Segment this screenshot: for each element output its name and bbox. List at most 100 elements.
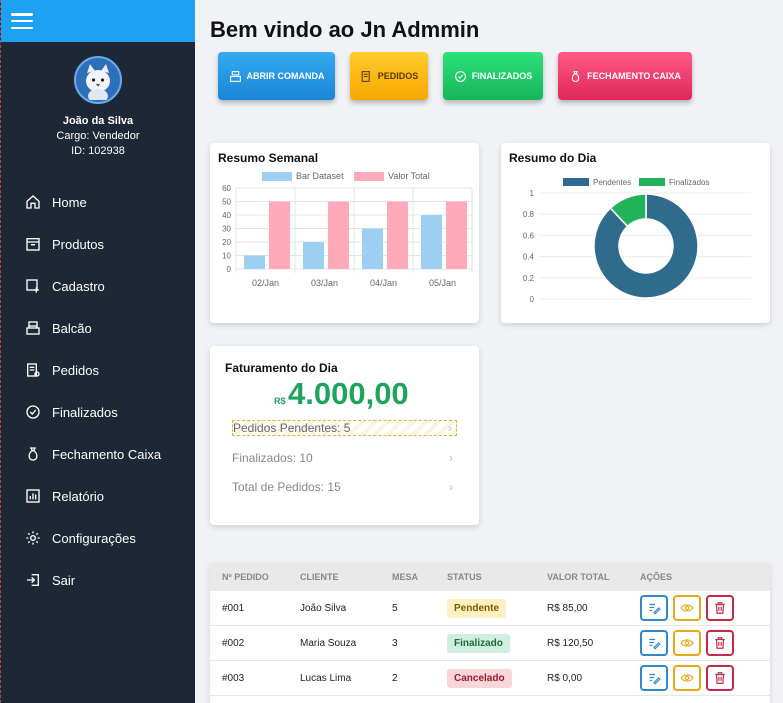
counter-icon [229,70,241,82]
sidebar-item-finalizados[interactable]: Finalizados [1,391,195,433]
check-circle-icon [454,70,466,82]
pedidos-button[interactable]: PEDIDOS [350,52,428,100]
y-tick-label: 20 [222,238,231,247]
faturamento-title: Faturamento do Dia [225,361,338,375]
legend-label: Valor Total [388,171,430,181]
x-tick-label: 05/Jan [429,278,456,288]
eye-icon [680,639,694,647]
x-tick-label: 04/Jan [370,278,397,288]
y-tick-label: 0 [530,295,535,304]
sidebar-item-home[interactable]: Home [1,181,195,223]
sidebar: João da Silva Cargo: Vendedor ID: 102938… [0,0,195,703]
y-tick-label: 0.8 [523,210,535,219]
finalizados-button[interactable]: FINALIZADOS [443,52,543,100]
bar [328,201,349,269]
view-button[interactable] [673,665,701,691]
order-table: 5 [392,602,398,614]
trash-icon [715,672,725,684]
sidebar-item-pedidos[interactable]: Pedidos [1,349,195,391]
pedidos-pendentes-row[interactable]: Pedidos Pendentes: 5 › [232,420,457,436]
sidebar-item-balcao[interactable]: Balcão [1,307,195,349]
legend-label: Bar Dataset [296,171,344,181]
sidebar-item-produtos[interactable]: Produtos [1,223,195,265]
legend-label: Pendentes [593,178,631,187]
header-pedido: Nº PEDIDO [222,572,269,582]
total-pedidos-row[interactable]: Total de Pedidos: 15 › [232,479,457,495]
weekly-summary-card: Resumo Semanal Bar Dataset Valor Total 0 10… [210,143,479,323]
faturamento-card: Faturamento do Dia R$ 4.000,00 Pedidos P… [210,346,479,525]
y-tick-label: 1 [530,189,535,198]
sidebar-item-configuracoes[interactable]: Configurações [1,517,195,559]
chevron-right-icon: › [449,480,453,494]
main-content: Bem vindo ao Jn Admmin ABRIR COMANDA PED… [195,0,783,703]
fechamento-caixa-label: FECHAMENTO CAIXA [587,71,681,81]
daily-donut-chart: Pendentes Finalizados 1 0.8 0.6 0.4 0.2 0 [523,178,751,304]
sidebar-item-label: Cadastro [52,278,105,294]
sidebar-item-relatorio[interactable]: Relatório [1,475,195,517]
delete-button[interactable] [706,595,734,621]
home-icon [26,195,40,209]
counter-icon [26,321,40,335]
order-id: #002 [222,637,245,649]
sidebar-item-sair[interactable]: Sair [1,559,195,601]
view-button[interactable] [673,595,701,621]
status-badge: Cancelado [447,668,512,688]
row-actions [640,630,734,656]
sidebar-item-label: Sair [52,572,76,588]
y-tick-label: 50 [222,198,231,207]
delete-button[interactable] [706,630,734,656]
donut-slice [593,193,699,299]
pedidos-pendentes-text: Pedidos Pendentes: 5 [233,421,351,435]
total-pedidos-text: Total de Pedidos: 15 [232,480,341,494]
view-button[interactable] [673,630,701,656]
order-id: #003 [222,672,245,684]
gear-icon [26,531,40,545]
header-valor: VALOR TOTAL [547,572,610,582]
eye-icon [680,604,694,612]
daily-summary-card: Resumo do Dia Pendentes Finalizados 1 0.8 0.… [501,143,770,323]
weekly-bar-chart: Bar Dataset Valor Total 0 10 20 30 40 50 60 02/Ja… [222,171,473,288]
currency-symbol: R$ [274,396,286,406]
legend-swatch [563,178,589,186]
bar [244,255,265,269]
order-table: 3 [392,637,398,649]
fechamento-caixa-button[interactable]: FECHAMENTO CAIXA [558,52,692,100]
check-circle-icon [26,405,40,419]
sidebar-item-fechamento-caixa[interactable]: Fechamento Caixa [1,433,195,475]
money-bag-icon [571,70,580,82]
menu-toggle-icon[interactable] [11,13,33,29]
edit-button[interactable] [640,630,668,656]
finalizados-row[interactable]: Finalizados: 10 › [232,450,457,466]
finalizados-label: FINALIZADOS [471,71,533,81]
bar [387,201,408,269]
box-icon [26,238,40,251]
avatar[interactable] [74,56,122,104]
user-name: João da Silva [62,115,134,127]
edit-button[interactable] [640,665,668,691]
row-actions [640,595,734,621]
page-title: Bem vindo ao Jn Admmin [210,17,480,42]
y-tick-label: 40 [222,211,231,220]
sidebar-item-label: Balcão [52,320,92,336]
sidebar-item-cadastro[interactable]: Cadastro [1,265,195,307]
edit-button[interactable] [640,595,668,621]
cat-avatar-icon [86,64,110,100]
orders-table: Nº PEDIDO CLIENTE MESA STATUS VALOR TOTA… [210,563,770,703]
chevron-right-icon: › [448,421,452,435]
y-tick-label: 60 [222,184,231,193]
bar [303,242,324,269]
logout-icon [27,574,39,586]
sidebar-menu: Home Produtos Cadastro Balcão Pedidos Fi… [1,181,195,601]
status-badge: Finalizado [447,633,510,653]
sidebar-item-label: Fechamento Caixa [52,446,162,462]
finalizados-text: Finalizados: 10 [232,451,313,465]
header-cliente: CLIENTE [300,572,339,582]
order-client: Maria Souza [300,637,357,649]
order-total: R$ 120,50 [547,637,594,649]
header-status: STATUS [447,572,482,582]
order-client: Lucas Lima [300,672,352,684]
sidebar-item-label: Produtos [52,236,105,252]
delete-button[interactable] [706,665,734,691]
y-tick-label: 10 [222,252,231,261]
abrir-comanda-button[interactable]: ABRIR COMANDA [218,52,335,100]
